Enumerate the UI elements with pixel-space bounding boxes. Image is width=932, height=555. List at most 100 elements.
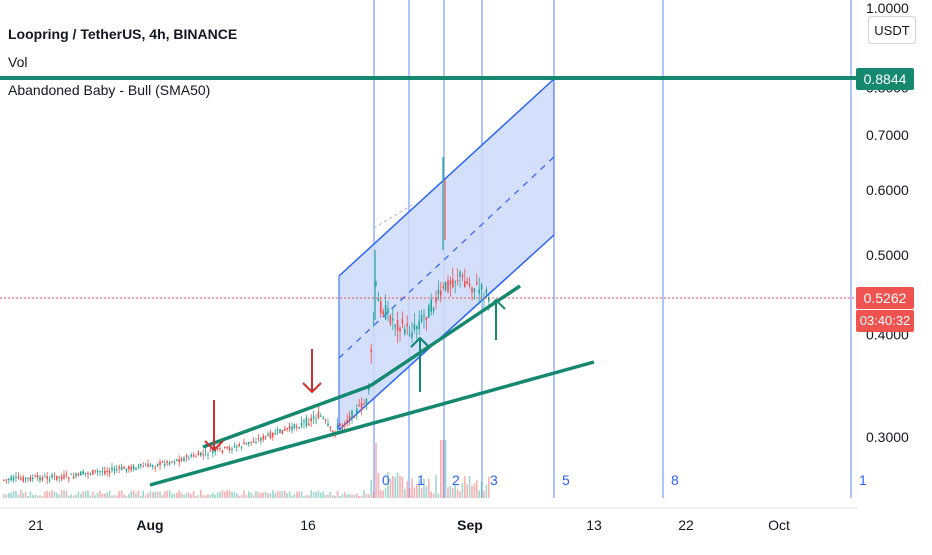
candle-body <box>305 417 308 426</box>
volume-bar <box>368 494 370 498</box>
candle-body <box>92 469 94 475</box>
volume-bar <box>190 494 192 498</box>
volume-bar <box>310 490 312 498</box>
volume-bar <box>341 494 344 498</box>
volume-bar <box>29 491 32 498</box>
volume-bar <box>111 495 113 498</box>
volume-bar <box>274 493 276 498</box>
volume-bar <box>437 493 440 498</box>
candle-body <box>44 476 46 478</box>
candle-body <box>387 308 389 314</box>
volume-bar <box>221 490 224 498</box>
candle-body <box>430 299 432 312</box>
candle-body <box>70 473 72 475</box>
candle-body <box>274 433 276 435</box>
volume-bar <box>233 491 236 498</box>
volume-bar <box>272 490 274 498</box>
volume-bars <box>3 440 490 498</box>
volume-bar <box>363 490 365 498</box>
candle-body <box>260 438 262 441</box>
candle-body <box>173 462 176 464</box>
volume-bar <box>207 494 209 498</box>
volume-bar <box>406 481 408 498</box>
parallel-channel[interactable] <box>338 78 555 431</box>
candle-body <box>27 477 29 479</box>
candle-body <box>89 473 92 475</box>
channel-fill <box>339 79 554 430</box>
volume-bar <box>238 495 240 498</box>
channel-mid-line <box>338 156 555 359</box>
volume-bar <box>20 490 22 498</box>
candle-body <box>262 435 264 440</box>
channel-upper-line <box>338 78 555 277</box>
volume-bar <box>416 483 418 498</box>
candle-body <box>154 467 156 469</box>
candle-body <box>255 442 257 444</box>
candle-body <box>476 282 478 285</box>
candle-body <box>425 317 428 321</box>
candle-body <box>298 427 300 429</box>
volume-bar <box>51 490 53 498</box>
candle-body <box>389 316 392 325</box>
candle-body <box>418 321 420 330</box>
volume-bar <box>459 491 461 498</box>
volume-bar <box>413 487 416 498</box>
volume-bar <box>473 483 476 498</box>
fib-zone-label: 5 <box>562 472 570 488</box>
volume-bar <box>245 495 248 498</box>
volume-bar <box>267 493 269 498</box>
currency-button[interactable]: USDT <box>868 16 916 44</box>
volume-bar <box>315 492 317 498</box>
candle-body <box>250 441 252 443</box>
candle-body <box>286 428 288 430</box>
candle-body <box>135 467 137 470</box>
candle-body <box>149 464 152 467</box>
volume-bar <box>248 491 250 498</box>
volume-bar <box>348 494 351 498</box>
candle-body <box>192 454 195 457</box>
fib-zone-label: 1 <box>859 472 867 488</box>
down-arrow-head <box>302 382 322 394</box>
volume-bar <box>168 490 171 498</box>
volume-bar <box>166 490 168 498</box>
candle-body <box>159 461 161 466</box>
symbol-title[interactable]: Loopring / TetherUS, 4h, BINANCE <box>8 26 238 42</box>
candle-body <box>188 458 190 460</box>
volume-bar <box>461 482 464 498</box>
arrow-annotations[interactable] <box>204 298 506 452</box>
volume-bar <box>173 493 176 498</box>
candle-body <box>219 447 221 450</box>
candle-body <box>488 297 490 302</box>
volume-bar <box>216 492 219 498</box>
volume-bar <box>120 490 123 498</box>
volume-bar <box>231 491 233 498</box>
volume-bar <box>387 472 389 498</box>
volume-bar <box>252 495 255 498</box>
candle-body <box>72 476 75 479</box>
candle-body <box>384 304 387 320</box>
volume-bar <box>389 478 392 498</box>
candle-body <box>406 323 408 327</box>
volume-bar <box>353 495 356 498</box>
volume-label[interactable]: Vol <box>8 54 28 70</box>
candle-body <box>248 441 250 445</box>
candle-body <box>226 446 228 448</box>
volume-bar <box>188 492 190 498</box>
candle-body <box>20 478 22 480</box>
candle-body <box>22 476 24 482</box>
volume-bar <box>440 440 442 498</box>
volume-bar <box>257 492 260 498</box>
volume-bar <box>101 493 104 498</box>
candle-body <box>106 470 108 472</box>
candle-body <box>245 442 248 444</box>
candle-body <box>178 458 180 463</box>
indicator-label[interactable]: Abandoned Baby - Bull (SMA50) <box>8 82 211 98</box>
volume-bar <box>377 472 380 498</box>
volume-bar <box>144 495 147 498</box>
candle-body <box>435 297 437 303</box>
volume-bar <box>334 495 336 498</box>
candle-body <box>116 469 118 471</box>
volume-bar <box>327 494 329 498</box>
